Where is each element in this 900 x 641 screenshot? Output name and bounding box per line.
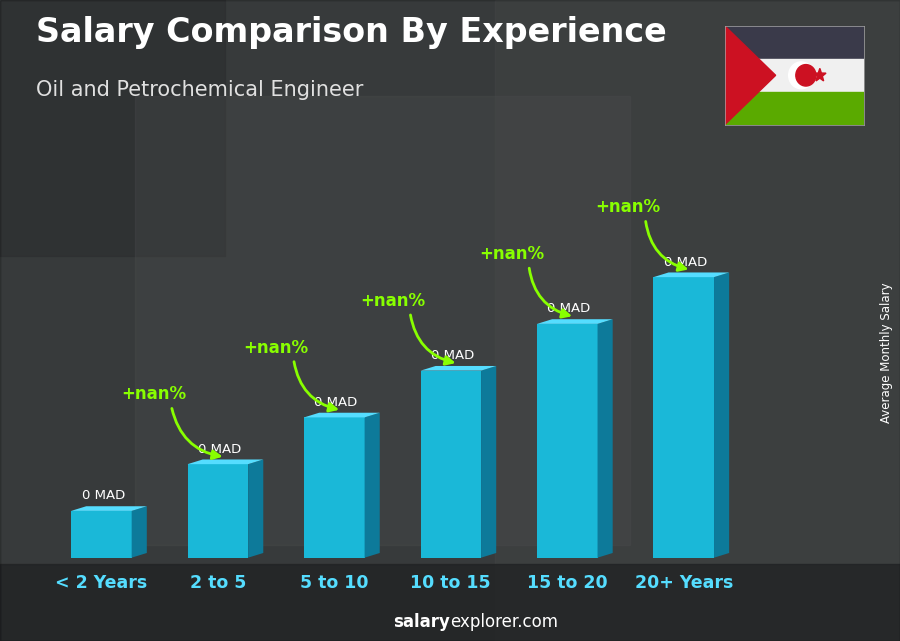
Polygon shape (653, 272, 729, 277)
Bar (187, 464, 248, 558)
Bar (537, 324, 598, 558)
Polygon shape (131, 506, 147, 558)
Polygon shape (364, 413, 380, 558)
Text: 0 MAD: 0 MAD (314, 396, 357, 409)
Text: 0 MAD: 0 MAD (547, 303, 590, 315)
Circle shape (788, 62, 814, 88)
Polygon shape (248, 460, 264, 558)
Polygon shape (482, 366, 496, 558)
Text: +nan%: +nan% (479, 245, 544, 263)
Bar (0, 0, 225, 256)
Text: salary: salary (393, 613, 450, 631)
Circle shape (796, 65, 816, 86)
Bar (724, 92, 864, 125)
Polygon shape (187, 460, 264, 464)
Text: Average Monthly Salary: Average Monthly Salary (880, 282, 893, 423)
Text: Oil and Petrochemical Engineer: Oil and Petrochemical Engineer (36, 80, 364, 100)
Text: 0 MAD: 0 MAD (431, 349, 474, 362)
Polygon shape (420, 366, 496, 370)
Polygon shape (537, 319, 613, 324)
Bar (304, 417, 365, 558)
Bar (0, 564, 900, 641)
Text: +nan%: +nan% (244, 338, 309, 356)
Bar (420, 370, 482, 558)
Bar (724, 59, 864, 92)
Bar (71, 511, 131, 558)
Bar (724, 26, 864, 59)
Text: +nan%: +nan% (122, 385, 186, 403)
Bar (135, 96, 630, 545)
Text: +nan%: +nan% (595, 198, 661, 217)
Text: 0 MAD: 0 MAD (664, 256, 707, 269)
Text: 0 MAD: 0 MAD (82, 490, 125, 503)
Text: 0 MAD: 0 MAD (198, 443, 241, 456)
Bar (653, 277, 714, 558)
Text: +nan%: +nan% (360, 292, 425, 310)
Polygon shape (724, 26, 776, 125)
Bar (495, 0, 900, 641)
Polygon shape (71, 506, 147, 511)
Polygon shape (598, 319, 613, 558)
Polygon shape (304, 413, 380, 417)
Polygon shape (714, 272, 729, 558)
Text: Salary Comparison By Experience: Salary Comparison By Experience (36, 16, 667, 49)
Text: explorer.com: explorer.com (450, 613, 558, 631)
Polygon shape (814, 69, 826, 81)
